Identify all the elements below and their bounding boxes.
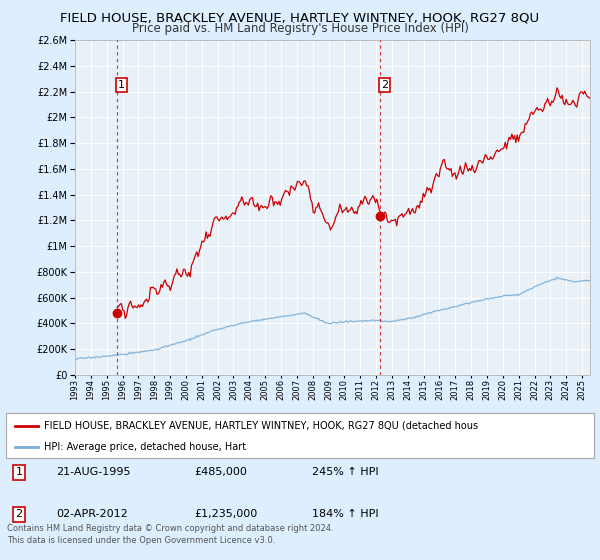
Text: This data is licensed under the Open Government Licence v3.0.: This data is licensed under the Open Gov… [7,536,275,545]
Text: HPI: Average price, detached house, Hart: HPI: Average price, detached house, Hart [44,442,247,452]
Text: 245% ↑ HPI: 245% ↑ HPI [312,468,379,477]
Text: FIELD HOUSE, BRACKLEY AVENUE, HARTLEY WINTNEY, HOOK, RG27 8QU (detached hous: FIELD HOUSE, BRACKLEY AVENUE, HARTLEY WI… [44,421,478,431]
Text: Contains HM Land Registry data © Crown copyright and database right 2024.: Contains HM Land Registry data © Crown c… [7,524,334,533]
Text: 1: 1 [118,80,125,90]
Text: Price paid vs. HM Land Registry's House Price Index (HPI): Price paid vs. HM Land Registry's House … [131,22,469,35]
Text: 1: 1 [16,468,22,477]
Text: 21-AUG-1995: 21-AUG-1995 [56,468,130,477]
Text: 2: 2 [381,80,388,90]
Text: FIELD HOUSE, BRACKLEY AVENUE, HARTLEY WINTNEY, HOOK, RG27 8QU: FIELD HOUSE, BRACKLEY AVENUE, HARTLEY WI… [61,11,539,24]
Text: 2: 2 [16,509,22,519]
Text: £1,235,000: £1,235,000 [194,509,257,519]
Text: 02-APR-2012: 02-APR-2012 [56,509,128,519]
Text: £485,000: £485,000 [194,468,247,477]
Text: 184% ↑ HPI: 184% ↑ HPI [312,509,379,519]
